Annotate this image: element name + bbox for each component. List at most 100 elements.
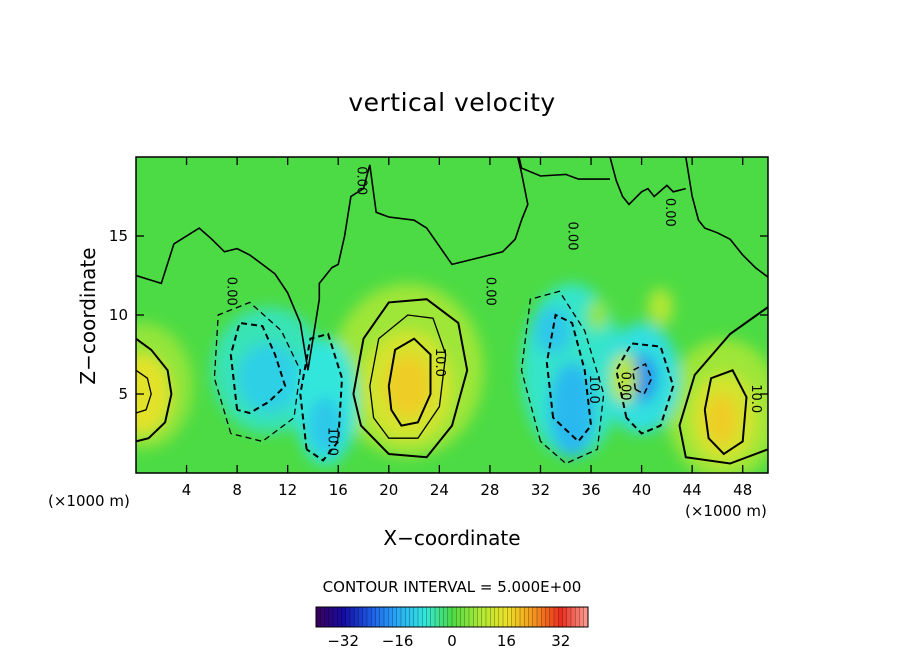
contour-zero — [136, 157, 529, 371]
contour-downdraft — [213, 301, 301, 443]
x-tick-label: 12 — [278, 481, 297, 499]
contour-zero — [518, 157, 610, 180]
colorbar-cell — [350, 607, 355, 627]
contour-value-label: 0.00 — [565, 222, 580, 251]
colorbar-tick-label: −16 — [382, 632, 414, 650]
contour-downdraft — [229, 321, 287, 415]
contour-zero — [685, 157, 768, 278]
colorbar-cell — [511, 607, 517, 627]
colorbar-cell — [430, 607, 436, 627]
colorbar-cell — [354, 607, 360, 627]
x-axis-unit-left: (×1000 m) — [48, 492, 130, 510]
colorbar-cell — [549, 607, 555, 627]
contour-downdraft — [299, 332, 344, 462]
colorbar-cell — [566, 607, 572, 627]
field-cell — [587, 299, 608, 331]
x-axis-unit-right: (×1000 m) — [685, 502, 767, 520]
x-axis-ticks: 4 8 12 16 20 24 28 32 36 40 44 48 — [182, 157, 752, 499]
colorbar-tick-label: −32 — [327, 632, 359, 650]
colorbar-cell — [320, 607, 326, 627]
x-tick-label: 20 — [379, 481, 398, 499]
colorbar-cell — [418, 607, 423, 627]
contour-downdraft — [631, 362, 653, 396]
colorbar-cell — [528, 607, 534, 627]
colorbar-cell — [490, 607, 496, 627]
colorbar-cell — [333, 607, 338, 627]
colorbar-cell — [498, 607, 504, 627]
contour-lines — [136, 157, 768, 465]
y-tick-label: 10 — [109, 306, 128, 324]
colorbar-cell — [388, 607, 394, 627]
x-tick-label: 16 — [329, 481, 348, 499]
colorbar-cell — [486, 607, 491, 627]
y-tick-label: 15 — [109, 227, 128, 245]
colorbar-cell — [384, 607, 389, 627]
colorbar-cell — [413, 607, 419, 627]
colorbar-cell — [575, 607, 581, 627]
contour-updraft — [369, 314, 447, 439]
colorbar-cell — [367, 607, 372, 627]
colorbar-cell — [464, 607, 470, 627]
colorbar-cell — [562, 607, 568, 627]
colorbar-cell — [469, 607, 474, 627]
field-cell — [704, 394, 738, 445]
field-cell — [237, 343, 301, 413]
contour-updraft — [703, 369, 748, 456]
colorbar-cell — [396, 607, 402, 627]
x-tick-label: 28 — [480, 481, 499, 499]
x-tick-label: 36 — [581, 481, 600, 499]
colorbar-tick-label: 0 — [447, 632, 457, 650]
colorbar-cell — [447, 607, 453, 627]
x-tick-label: 44 — [683, 481, 702, 499]
field-cell — [647, 288, 674, 327]
colorbar-tick-label: 32 — [551, 632, 570, 650]
field-cell — [385, 354, 431, 418]
field-cell — [136, 354, 171, 434]
colorbar-cell — [473, 607, 479, 627]
contour-value-label: 0.00 — [618, 372, 633, 401]
colorbar-cell — [503, 607, 508, 627]
colorbar-cell — [345, 607, 351, 627]
contour-updraft — [136, 369, 152, 414]
contour-interval-label: CONTOUR INTERVAL = 5.000E+00 — [322, 578, 582, 596]
colorbar-cell — [477, 607, 483, 627]
field-cell — [610, 352, 638, 404]
colorbar-cell — [579, 607, 585, 627]
colorbar-cell — [316, 607, 321, 627]
colorbar-cell — [337, 607, 343, 627]
colorbar-cell — [537, 607, 542, 627]
colorbar-cell — [362, 607, 368, 627]
contour-labels: 0.00 0.00 0.00 0.00 0.00 0.00 10.0 10.0 10.0 10.0 — [223, 166, 763, 456]
contour-value-label: 10.0 — [748, 384, 763, 413]
colorbar-cell — [545, 607, 551, 627]
colorbar-cell — [571, 607, 576, 627]
colorbar-cell — [443, 607, 449, 627]
colorbar-cell — [405, 607, 411, 627]
field-cell — [309, 397, 343, 455]
colorbar-cell — [524, 607, 530, 627]
contour-zero — [609, 157, 686, 206]
colorbar-cell — [358, 607, 364, 627]
contour-downdraft — [615, 342, 675, 435]
colorbar-cell — [460, 607, 466, 627]
colorbar-cell — [426, 607, 432, 627]
contour-value-label: 10.0 — [432, 348, 447, 377]
colorbar-cell — [392, 607, 398, 627]
colorbar-cell — [520, 607, 525, 627]
x-axis-label: X−coordinate — [383, 526, 521, 550]
x-tick-label: 32 — [531, 481, 550, 499]
colorbar-cell — [439, 607, 445, 627]
colorbar: −32 −16 0 16 32 — [315, 606, 589, 650]
field-cell — [534, 307, 573, 355]
contour-updraft — [136, 337, 173, 443]
colorbar-cell — [452, 607, 457, 627]
colorbar-cell — [328, 607, 334, 627]
x-tick-label: 4 — [182, 481, 192, 499]
colorbar-cell — [456, 607, 462, 627]
colorbar-cell — [507, 607, 513, 627]
x-tick-label: 8 — [232, 481, 242, 499]
y-tick-label: 5 — [118, 385, 128, 403]
contour-value-label: 10.0 — [586, 375, 601, 404]
colorbar-cell — [541, 607, 547, 627]
